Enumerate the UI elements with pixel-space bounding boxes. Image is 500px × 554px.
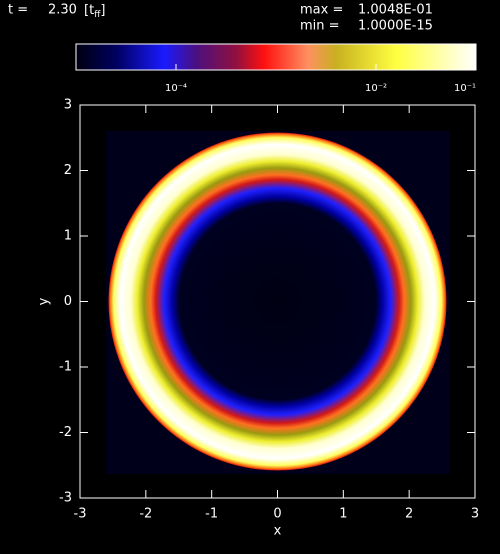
x-axis-label: x: [274, 524, 282, 539]
colorbar-tick-label: 10⁻⁴: [165, 83, 187, 94]
x-tick-label: -2: [139, 507, 152, 522]
x-tick-label: 1: [339, 507, 347, 522]
x-tick-label: -3: [74, 507, 87, 522]
x-tick-label: 0: [273, 507, 281, 522]
unit-subscript: ff: [94, 10, 101, 20]
y-tick-label: 2: [64, 163, 72, 178]
bracket: ]: [100, 3, 105, 18]
colorbar-tick-label: 10⁻¹: [454, 83, 476, 94]
y-tick-label: 1: [64, 229, 72, 244]
bracket: [: [84, 3, 89, 18]
colorbar: [75, 43, 477, 71]
colorbar-tick-label: 10⁻²: [365, 83, 387, 94]
max-value: 1.0048E-01: [358, 3, 433, 18]
y-tick-label: -3: [59, 491, 72, 506]
x-tick-label: -1: [205, 507, 218, 522]
time-unit: [tff]: [84, 3, 105, 20]
y-tick-label: 0: [64, 294, 72, 309]
min-value: 1.0000E-15: [358, 19, 433, 34]
min-label: min =: [300, 19, 340, 34]
y-tick-label: -1: [59, 360, 72, 375]
x-tick-label: 2: [405, 507, 413, 522]
x-tick-label: 3: [471, 507, 479, 522]
y-tick-label: 3: [64, 98, 72, 113]
density-ring: [108, 132, 447, 471]
max-label: max =: [300, 3, 343, 18]
time-label: t =: [8, 3, 28, 18]
y-axis-label: y: [37, 297, 52, 305]
unit: t: [89, 3, 94, 18]
time-value: 2.30: [48, 3, 77, 18]
y-tick-label: -2: [59, 425, 72, 440]
